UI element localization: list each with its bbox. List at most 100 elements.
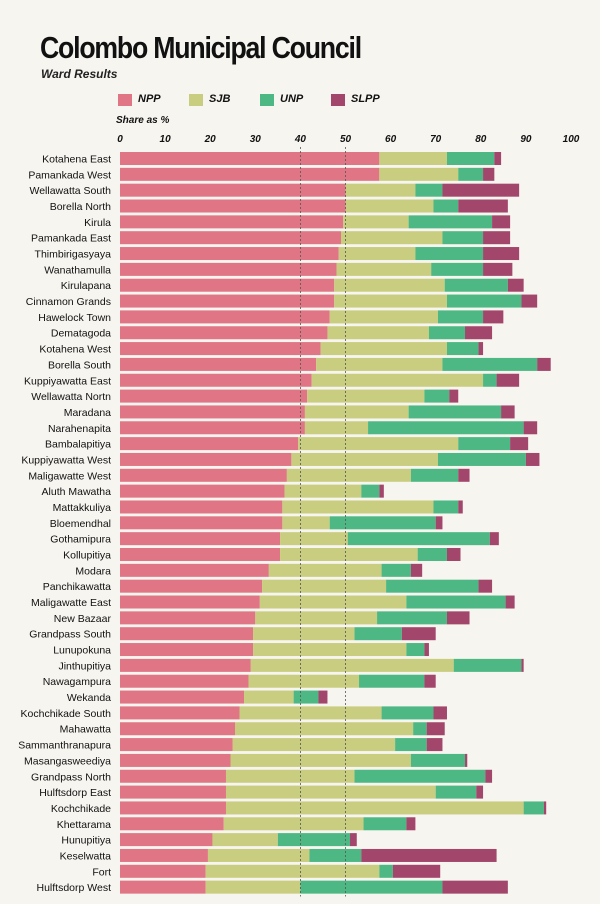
bar-slpp [318, 690, 328, 704]
bar-npp [120, 880, 206, 894]
bar-npp [120, 658, 251, 672]
x-tick-label: 60 [385, 134, 397, 145]
bar-sjb [248, 674, 360, 688]
category-label: Kochchikade [51, 803, 111, 815]
bar-npp [120, 452, 292, 466]
bar-sjb [304, 421, 369, 435]
bar-slpp [483, 167, 495, 181]
category-label: Khettarama [57, 819, 111, 831]
x-tick-label: 80 [475, 134, 487, 145]
bar-npp [120, 548, 281, 561]
bar-sjb [280, 532, 348, 546]
bar-npp [120, 563, 269, 577]
bar-npp [120, 262, 337, 276]
bar-slpp [401, 627, 436, 641]
bar-npp [120, 183, 346, 197]
x-tick-label: 100 [563, 134, 580, 145]
bar-slpp [465, 753, 468, 767]
category-label: Borella South [48, 359, 111, 371]
bar-npp [120, 579, 263, 593]
category-label: Masangasweediya [24, 755, 111, 767]
bar-npp [120, 310, 330, 324]
bar-unp [458, 437, 511, 451]
bar-unp [433, 500, 459, 514]
legend-label-unp: UNP [280, 93, 304, 105]
bar-slpp [361, 848, 497, 862]
bar-npp [120, 199, 346, 213]
bar-unp [453, 658, 522, 672]
bar-slpp [492, 215, 511, 229]
bar-unp [395, 738, 427, 752]
category-label: Borella North [50, 201, 111, 213]
bar-slpp [523, 421, 538, 435]
category-label: Thimbirigasyaya [35, 249, 112, 261]
category-label: Hulftsdorp West [37, 882, 112, 894]
bar-sjb [282, 516, 330, 530]
bar-slpp [483, 247, 520, 261]
x-tick-label: 40 [294, 134, 307, 145]
bar-npp [120, 817, 224, 831]
bar-unp [408, 215, 493, 229]
bar-sjb [268, 563, 382, 577]
category-label: Wellawatta South [29, 185, 111, 197]
category-label: Grandpass South [29, 629, 111, 641]
bar-unp [523, 801, 544, 815]
bar-sjb [225, 801, 524, 815]
bar-npp [120, 405, 305, 419]
bar-unp [359, 674, 425, 688]
bar-unp [354, 627, 402, 641]
category-label: Bloemendhal [50, 518, 111, 530]
x-axis-title: Share as % [116, 115, 170, 126]
bar-unp [435, 785, 477, 799]
category-label: Maradana [64, 407, 111, 419]
x-tick-label: 10 [160, 134, 172, 145]
bar-slpp [483, 262, 513, 276]
bar-npp [120, 357, 317, 371]
bar-sjb [223, 817, 364, 831]
bar-sjb [253, 627, 355, 641]
bar-sjb [280, 548, 418, 561]
category-label: Hunupitiya [61, 835, 111, 847]
category-label: Kuppiyawatta East [24, 375, 111, 387]
bar-slpp [458, 468, 470, 482]
bar-unp [406, 643, 425, 657]
category-label: Kollupitiya [63, 550, 111, 562]
bar-sjb [345, 183, 416, 197]
bar-unp [446, 342, 479, 356]
bar-npp [120, 389, 308, 403]
bar-sjb [205, 880, 301, 894]
category-label: Dematagoda [51, 328, 111, 340]
bar-unp [386, 579, 479, 593]
bar-sjb [212, 833, 278, 847]
bar-slpp [465, 326, 493, 340]
bar-sjb [336, 262, 432, 276]
bar-npp [120, 595, 260, 609]
bar-unp [368, 421, 524, 435]
bar-npp [120, 215, 344, 229]
x-tick-label: 0 [117, 134, 123, 145]
bar-npp [120, 152, 380, 165]
category-label: Hawelock Town [38, 312, 111, 324]
bar-sjb [340, 231, 443, 245]
bar-npp [120, 738, 233, 752]
category-label: Sammanthranapura [18, 740, 111, 752]
category-label: Kirula [84, 217, 111, 229]
category-label: Lunupokuna [53, 645, 111, 657]
bar-npp [120, 801, 226, 815]
x-tick-label: 90 [520, 134, 532, 145]
bar-sjb [286, 468, 411, 482]
bar-slpp [446, 611, 470, 625]
bar-unp [406, 595, 506, 609]
category-label: Wellawatta Nortn [31, 391, 111, 403]
bar-slpp [433, 706, 447, 720]
bar-sjb [230, 753, 411, 767]
bar-npp [120, 833, 213, 847]
bar-sjb [235, 722, 414, 736]
bar-slpp [489, 532, 499, 546]
bar-unp [309, 848, 362, 862]
x-tick-label: 50 [340, 134, 352, 145]
chart-subtitle: Ward Results [41, 67, 118, 81]
bar-sjb [338, 247, 416, 261]
bar-npp [120, 627, 254, 641]
